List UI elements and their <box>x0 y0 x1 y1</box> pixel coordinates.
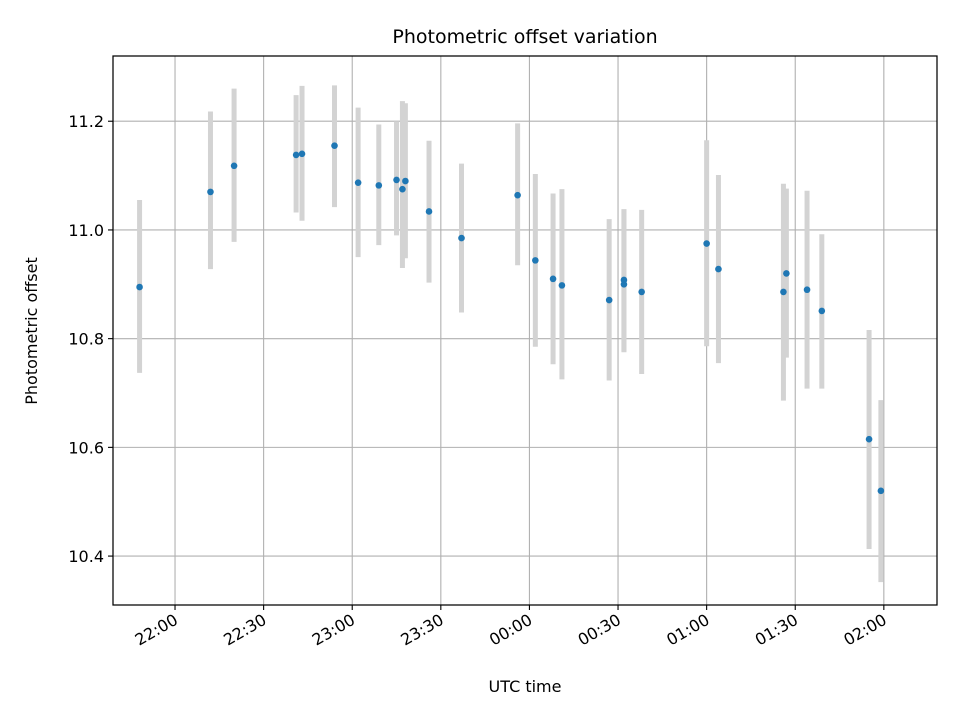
plot-frame <box>112 55 938 606</box>
y-tick-label: 10.6 <box>68 438 104 457</box>
data-points <box>136 142 885 495</box>
data-point <box>230 162 238 170</box>
data-point <box>638 288 645 296</box>
data-point <box>865 435 873 443</box>
data-point <box>558 282 566 289</box>
data-point <box>292 151 300 159</box>
data-point <box>331 142 338 149</box>
data-point <box>818 307 826 315</box>
data-point <box>207 188 214 196</box>
data-point <box>703 240 710 247</box>
data-point <box>375 182 383 189</box>
data-point <box>298 150 306 158</box>
y-axis-label: Photometric offset <box>22 257 41 405</box>
data-point <box>136 283 143 291</box>
data-point <box>532 257 539 264</box>
data-point <box>620 276 628 284</box>
data-point <box>780 288 787 296</box>
data-point <box>425 208 433 215</box>
data-point <box>605 296 613 304</box>
data-point <box>877 487 885 495</box>
data-point <box>458 234 465 242</box>
y-tick-label: 10.8 <box>68 330 104 349</box>
data-point <box>715 265 722 273</box>
data-point <box>803 286 811 294</box>
data-point <box>514 191 521 199</box>
data-point <box>549 275 557 283</box>
data-point <box>354 179 362 186</box>
y-tick-label: 11.0 <box>68 221 104 240</box>
data-point <box>783 270 790 277</box>
data-point <box>393 176 400 184</box>
chart-title: Photometric offset variation <box>392 26 657 48</box>
x-axis-label: UTC time <box>489 677 562 696</box>
y-tick-label: 11.2 <box>68 112 104 131</box>
y-tick-label: 10.4 <box>68 547 104 566</box>
grid <box>113 56 937 605</box>
y-axis-ticks: 10.4 10.6 10.8 11.0 11.2 <box>68 112 113 566</box>
data-point <box>402 177 409 185</box>
data-point <box>399 185 406 193</box>
